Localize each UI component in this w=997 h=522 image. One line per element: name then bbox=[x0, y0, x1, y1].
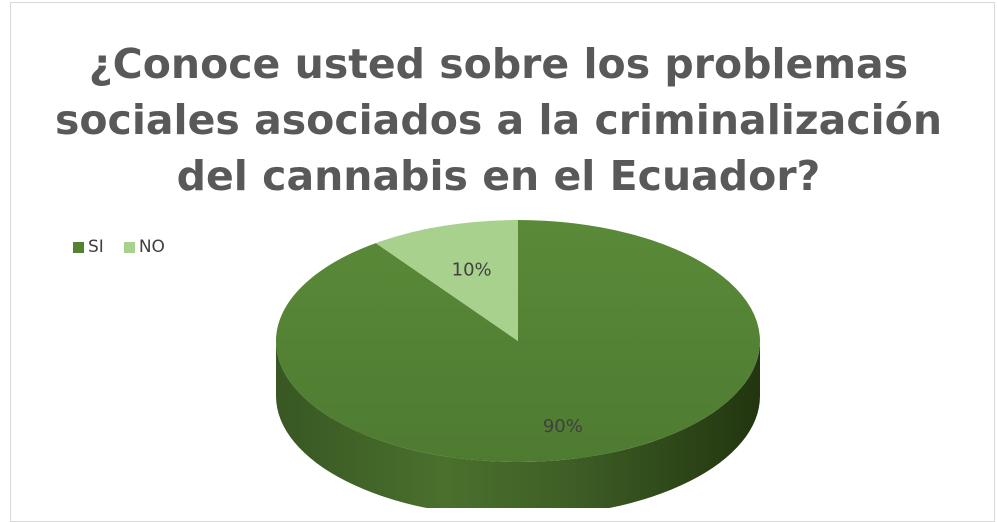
chart-title-line-2: sociales asociados a la criminalización bbox=[54, 96, 943, 144]
chart-legend: SI NO bbox=[73, 237, 185, 257]
legend-label-si: SI bbox=[88, 237, 104, 257]
pie-chart: 90% 10% bbox=[275, 220, 761, 508]
chart-title-line-3: del cannabis en el Ecuador? bbox=[176, 152, 821, 200]
pie-slice-no bbox=[375, 220, 518, 341]
pie-labels: 90% 10% bbox=[452, 260, 583, 437]
pie-top bbox=[275, 220, 761, 463]
legend-entry-si: SI bbox=[73, 237, 104, 257]
data-label-si: 90% bbox=[543, 416, 583, 437]
legend-label-no: NO bbox=[138, 237, 165, 257]
chart-title: ¿Conoce usted sobre los problemas social… bbox=[0, 36, 997, 204]
legend-swatch-si bbox=[73, 241, 84, 253]
legend-entry-no: NO bbox=[123, 237, 165, 257]
pie-side bbox=[276, 341, 760, 508]
legend-swatch-no bbox=[123, 241, 135, 253]
chart-title-line-1: ¿Conoce usted sobre los problemas bbox=[88, 40, 909, 88]
pie-side-si bbox=[276, 341, 760, 508]
data-label-no: 10% bbox=[452, 260, 492, 281]
